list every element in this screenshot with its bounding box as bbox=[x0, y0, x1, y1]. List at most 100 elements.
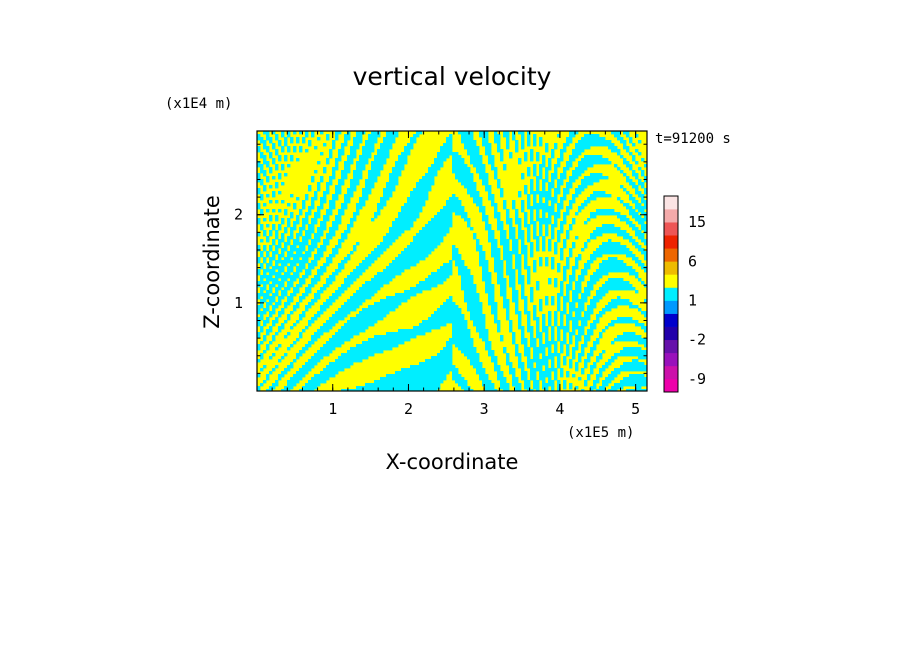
field-cell-negative bbox=[629, 179, 633, 183]
field-cell-negative bbox=[482, 266, 486, 270]
field-cell-negative bbox=[425, 227, 429, 231]
field-cell-negative bbox=[533, 338, 537, 342]
field-cell-negative bbox=[536, 356, 540, 360]
field-cell-negative bbox=[488, 233, 492, 237]
field-cell-negative bbox=[350, 350, 354, 354]
field-cell-negative bbox=[470, 293, 474, 297]
field-cell-negative bbox=[494, 356, 498, 360]
field-cell-negative bbox=[521, 329, 525, 333]
field-cell-negative bbox=[338, 359, 342, 363]
field-cell-negative bbox=[470, 146, 474, 150]
field-cell-negative bbox=[527, 227, 531, 231]
field-cell-negative bbox=[542, 317, 546, 321]
field-cell-negative bbox=[287, 314, 291, 318]
field-cell-negative bbox=[431, 356, 435, 360]
field-cell-negative bbox=[287, 287, 291, 291]
field-cell-negative bbox=[407, 338, 411, 342]
field-cell-negative bbox=[515, 263, 519, 267]
field-cell-negative bbox=[461, 380, 465, 384]
field-cell-negative bbox=[527, 275, 531, 279]
field-cell-negative bbox=[386, 308, 390, 312]
field-cell-negative bbox=[611, 248, 615, 252]
field-cell-negative bbox=[365, 185, 369, 189]
field-cell-negative bbox=[626, 266, 630, 270]
field-cell-negative bbox=[296, 353, 300, 357]
field-cell-negative bbox=[371, 338, 375, 342]
field-cell-negative bbox=[329, 236, 333, 240]
field-cell-negative bbox=[488, 149, 492, 153]
field-cell-negative bbox=[554, 146, 558, 150]
field-cell-negative bbox=[371, 344, 375, 348]
field-cell-negative bbox=[566, 260, 570, 264]
field-cell-negative bbox=[497, 269, 501, 273]
field-cell-negative bbox=[335, 251, 339, 255]
field-cell-negative bbox=[560, 257, 564, 261]
field-cell-negative bbox=[326, 185, 330, 189]
field-cell-negative bbox=[317, 239, 321, 243]
field-cell-negative bbox=[467, 134, 471, 138]
field-cell-negative bbox=[599, 158, 603, 162]
field-cell-negative bbox=[587, 134, 591, 138]
field-cell-negative bbox=[467, 353, 471, 357]
field-cell-negative bbox=[356, 131, 360, 135]
field-cell-negative bbox=[518, 254, 522, 258]
field-cell-negative bbox=[287, 302, 291, 306]
field-cell-negative bbox=[437, 326, 441, 330]
field-cell-negative bbox=[500, 233, 504, 237]
field-cell-negative bbox=[302, 203, 306, 207]
field-cell-negative bbox=[341, 305, 345, 309]
field-cell-negative bbox=[611, 260, 615, 264]
field-cell-negative bbox=[377, 161, 381, 165]
field-cell-negative bbox=[542, 209, 546, 213]
field-cell-negative bbox=[476, 197, 480, 201]
field-cell-negative bbox=[338, 293, 342, 297]
field-cell-negative bbox=[548, 377, 552, 381]
field-cell-negative bbox=[557, 356, 561, 360]
field-cell-negative bbox=[428, 371, 432, 375]
field-cell-negative bbox=[410, 248, 414, 252]
field-cell-negative bbox=[551, 176, 555, 180]
field-cell-negative bbox=[590, 311, 594, 315]
field-cell-negative bbox=[626, 176, 630, 180]
field-cell-negative bbox=[257, 149, 261, 153]
field-cell-negative bbox=[548, 368, 552, 372]
field-cell-negative bbox=[380, 383, 384, 387]
field-cell-negative bbox=[536, 152, 540, 156]
field-cell-negative bbox=[503, 347, 507, 351]
field-cell-negative bbox=[413, 215, 417, 219]
field-cell-negative bbox=[560, 158, 564, 162]
field-cell-negative bbox=[443, 224, 447, 228]
field-cell-negative bbox=[296, 260, 300, 264]
field-cell-negative bbox=[272, 305, 276, 309]
field-cell-negative bbox=[488, 299, 492, 303]
field-cell-negative bbox=[308, 386, 312, 390]
field-cell-negative bbox=[485, 275, 489, 279]
field-cell-negative bbox=[299, 281, 303, 285]
field-cell-negative bbox=[476, 362, 480, 366]
field-cell-negative bbox=[410, 374, 414, 378]
field-cell-negative bbox=[275, 218, 279, 222]
field-cell-negative bbox=[515, 380, 519, 384]
field-cell-negative bbox=[461, 320, 465, 324]
field-cell-negative bbox=[470, 305, 474, 309]
field-cell-negative bbox=[428, 251, 432, 255]
field-cell-negative bbox=[518, 236, 522, 240]
field-cell-negative bbox=[368, 308, 372, 312]
field-cell-negative bbox=[278, 284, 282, 288]
field-cell-negative bbox=[611, 227, 615, 231]
field-cell-negative bbox=[383, 299, 387, 303]
field-cell-negative bbox=[320, 176, 324, 180]
field-cell-negative bbox=[596, 314, 600, 318]
field-cell-negative bbox=[332, 233, 336, 237]
field-cell-negative bbox=[572, 176, 576, 180]
field-cell-negative bbox=[479, 323, 483, 327]
field-cell-negative bbox=[569, 335, 573, 339]
field-cell-negative bbox=[500, 155, 504, 159]
field-cell-negative bbox=[575, 194, 579, 198]
field-cell-negative bbox=[569, 314, 573, 318]
field-cell-negative bbox=[365, 323, 369, 327]
field-cell-negative bbox=[449, 269, 453, 273]
field-cell-negative bbox=[275, 365, 279, 369]
field-cell-negative bbox=[602, 350, 606, 354]
field-cell-negative bbox=[356, 296, 360, 300]
